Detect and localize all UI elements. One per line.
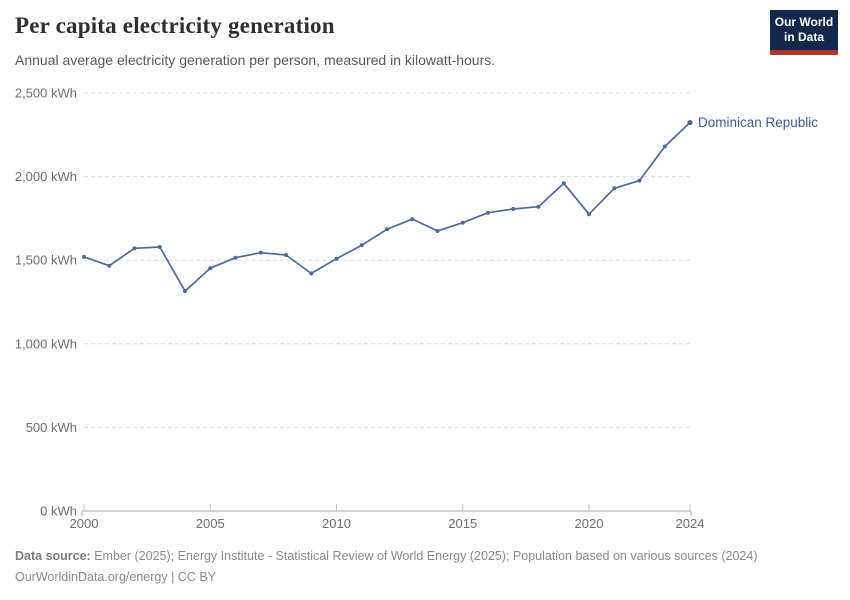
data-point-2008	[284, 253, 288, 258]
data-point-2022	[637, 178, 642, 183]
x-tick-label-2005: 2005	[196, 516, 225, 531]
data-point-2016	[486, 210, 490, 215]
data-point-2011	[359, 243, 364, 248]
data-source-label: Data source:	[15, 549, 91, 563]
data-point-2019	[561, 181, 566, 186]
chart-footer: Data source: Ember (2025); Energy Instit…	[15, 546, 758, 589]
data-point-2023	[662, 144, 667, 149]
data-point-2009	[309, 271, 314, 276]
y-tick-label-2500: 2,500 kWh	[15, 86, 77, 101]
owid-logo-line2: in Data	[783, 30, 824, 44]
owid-logo: Our World in Data	[770, 10, 838, 55]
x-tick-label-2010: 2010	[322, 516, 351, 531]
license-line: OurWorldinData.org/energy | CC BY	[15, 570, 217, 585]
data-point-2024	[687, 119, 693, 126]
data-point-2014	[435, 228, 440, 233]
y-tick-label-1000: 1,000 kWh	[15, 336, 77, 351]
data-point-2007	[258, 250, 263, 255]
x-tick-label-2000: 2000	[70, 516, 99, 531]
data-point-2005	[208, 266, 213, 271]
data-point-2000	[82, 254, 86, 259]
data-point-2015	[460, 220, 465, 225]
data-point-2006	[233, 255, 238, 260]
y-tick-label-1500: 1,500 kWh	[15, 253, 77, 268]
y-tick-label-2000: 2,000 kWh	[15, 169, 77, 184]
data-source-text: Ember (2025); Energy Institute - Statist…	[90, 549, 758, 563]
x-tick-label-2020: 2020	[575, 516, 604, 531]
data-point-2002	[132, 246, 137, 251]
data-point-2010	[334, 256, 339, 261]
data-point-2012	[385, 227, 389, 232]
x-tick-label-2015: 2015	[448, 516, 477, 531]
data-point-2004	[183, 289, 187, 294]
series-line	[83, 121, 691, 292]
data-point-2020	[587, 212, 591, 217]
owid-logo-line1: Our World	[774, 15, 834, 29]
series-end-label: Dominican Republic	[698, 115, 818, 130]
data-source-line: Data source: Ember (2025); Energy Instit…	[15, 546, 758, 567]
data-point-2017	[511, 207, 516, 212]
data-point-2003	[157, 244, 162, 249]
data-point-2021	[612, 186, 617, 191]
y-tick-label-0: 0 kWh	[40, 504, 77, 519]
x-tick-label-2024: 2024	[676, 516, 705, 531]
y-tick-label-500: 500 kWh	[26, 420, 77, 435]
data-point-2001	[107, 263, 112, 268]
data-point-2013	[410, 217, 415, 222]
data-point-2018	[536, 204, 541, 209]
page-subtitle: Annual average electricity generation pe…	[15, 52, 496, 68]
page-title: Per capita electricity generation	[15, 13, 335, 38]
